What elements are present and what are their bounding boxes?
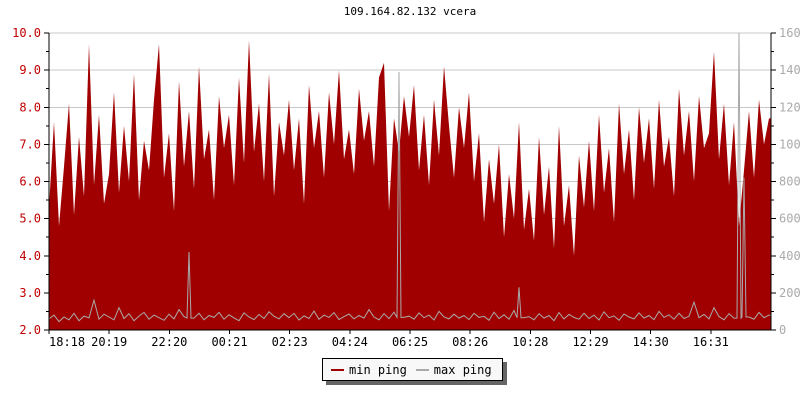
legend: min ping max ping bbox=[322, 358, 503, 381]
svg-text:12:29: 12:29 bbox=[572, 335, 608, 349]
min-ping-area bbox=[49, 40, 771, 331]
svg-text:2.0: 2.0 bbox=[19, 323, 41, 337]
legend-label-min-ping: min ping bbox=[349, 362, 407, 377]
chart-title: 109.164.82.132 vcera bbox=[343, 5, 477, 18]
svg-text:1000: 1000 bbox=[779, 137, 800, 151]
svg-text:6.0: 6.0 bbox=[19, 175, 41, 189]
svg-text:14:30: 14:30 bbox=[633, 335, 669, 349]
x-axis-labels: 18:18 20:19 22:20 00:21 02:23 04:24 06:25 08:26… bbox=[48, 330, 729, 349]
legend-item-min-ping: min ping bbox=[331, 363, 407, 377]
svg-text:4.0: 4.0 bbox=[19, 249, 41, 263]
svg-text:18:18: 18:18 bbox=[49, 335, 85, 349]
svg-text:1200: 1200 bbox=[779, 100, 800, 114]
svg-text:20:19: 20:19 bbox=[91, 335, 127, 349]
svg-text:00:21: 00:21 bbox=[211, 335, 247, 349]
svg-text:10:28: 10:28 bbox=[512, 335, 548, 349]
svg-text:0: 0 bbox=[779, 323, 786, 337]
legend-swatch-min-ping bbox=[331, 368, 344, 371]
svg-text:16:31: 16:31 bbox=[693, 335, 729, 349]
svg-text:1600: 1600 bbox=[779, 26, 800, 40]
right-axis-labels: 1600 1400 1200 1000 800 600 400 200 0 bbox=[771, 26, 800, 337]
svg-text:7.0: 7.0 bbox=[19, 137, 41, 151]
svg-text:9.0: 9.0 bbox=[19, 63, 41, 77]
left-axis-labels: 10.0 9.0 8.0 7.0 6.0 5.0 4.0 3.0 2.0 bbox=[12, 26, 49, 337]
svg-text:10.0: 10.0 bbox=[12, 26, 41, 40]
svg-text:02:23: 02:23 bbox=[272, 335, 308, 349]
legend-swatch-max-ping bbox=[415, 368, 429, 371]
svg-text:06:25: 06:25 bbox=[392, 335, 428, 349]
legend-item-max-ping: max ping bbox=[415, 362, 492, 377]
svg-text:5.0: 5.0 bbox=[19, 212, 41, 226]
legend-label-max-ping: max ping bbox=[433, 362, 492, 377]
svg-text:800: 800 bbox=[779, 175, 800, 189]
svg-text:200: 200 bbox=[779, 286, 800, 300]
svg-text:22:20: 22:20 bbox=[151, 335, 187, 349]
svg-text:1400: 1400 bbox=[779, 63, 800, 77]
plot-svg: 10.0 9.0 8.0 7.0 6.0 5.0 4.0 3.0 2.0 1600 1400 1200… bbox=[12, 26, 800, 349]
svg-text:400: 400 bbox=[779, 249, 800, 263]
max-ping-line bbox=[48, 32, 771, 323]
svg-text:8.0: 8.0 bbox=[19, 100, 41, 114]
svg-text:04:24: 04:24 bbox=[332, 335, 368, 349]
svg-text:08:26: 08:26 bbox=[452, 335, 488, 349]
svg-text:3.0: 3.0 bbox=[19, 286, 41, 300]
svg-text:600: 600 bbox=[779, 212, 800, 226]
